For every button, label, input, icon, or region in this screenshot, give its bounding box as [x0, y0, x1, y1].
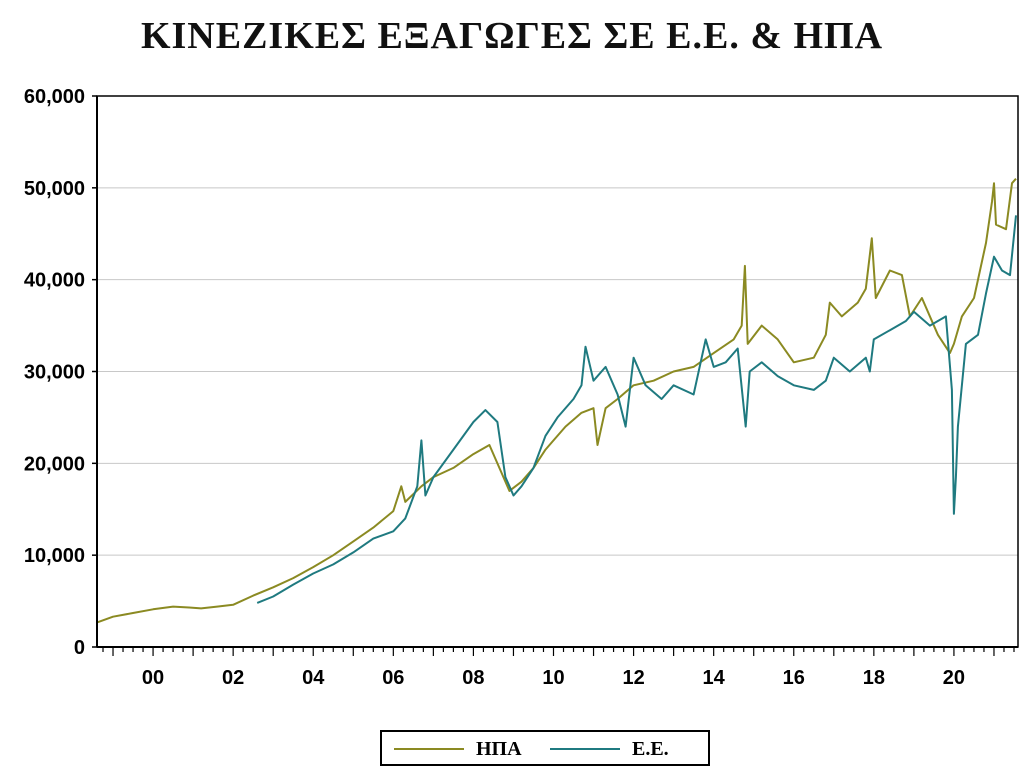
x-tick-label: 16	[783, 667, 805, 689]
y-axis-ticks: 0 10,000 20,000 30,000 40,000 50,000 60,000	[24, 86, 97, 659]
x-tick-label: 08	[462, 667, 484, 689]
x-tick-label: 02	[222, 667, 244, 689]
chart-title: ΚΙΝΕΖΙΚΕΣ ΕΞΑΓΩΓΕΣ ΣΕ Ε.Ε. & ΗΠΑ	[140, 15, 884, 57]
y-tick-label: 10,000	[24, 545, 85, 567]
legend: ΗΠΑ Ε.Ε.	[380, 730, 710, 766]
y-tick-label: 40,000	[24, 270, 85, 292]
x-tick-label: 18	[863, 667, 885, 689]
x-tick-label: 04	[302, 667, 325, 689]
x-axis-ticks: 00 02 04 06 08 10 12 14 16 18 20	[102, 647, 1015, 689]
x-tick-label: 20	[943, 667, 965, 689]
legend-swatch-eu	[550, 748, 620, 750]
legend-label-eu: Ε.Ε.	[632, 738, 669, 760]
series-line-usa	[97, 178, 1017, 624]
plot-frame	[96, 95, 1019, 648]
x-tick-label: 00	[142, 667, 164, 689]
y-tick-label: 0	[74, 637, 85, 659]
y-tick-label: 20,000	[24, 453, 85, 475]
x-tick-label: 14	[703, 667, 726, 689]
series-lines	[97, 178, 1017, 624]
x-tick-label: 10	[542, 667, 564, 689]
legend-swatch-usa	[394, 748, 464, 750]
legend-label-usa: ΗΠΑ	[476, 738, 522, 760]
x-tick-label: 12	[622, 667, 644, 689]
y-tick-label: 50,000	[24, 178, 85, 200]
series-line-eu	[256, 215, 1017, 604]
y-tick-label: 60,000	[24, 86, 85, 108]
y-tick-label: 30,000	[24, 362, 85, 384]
x-tick-label: 06	[382, 667, 404, 689]
